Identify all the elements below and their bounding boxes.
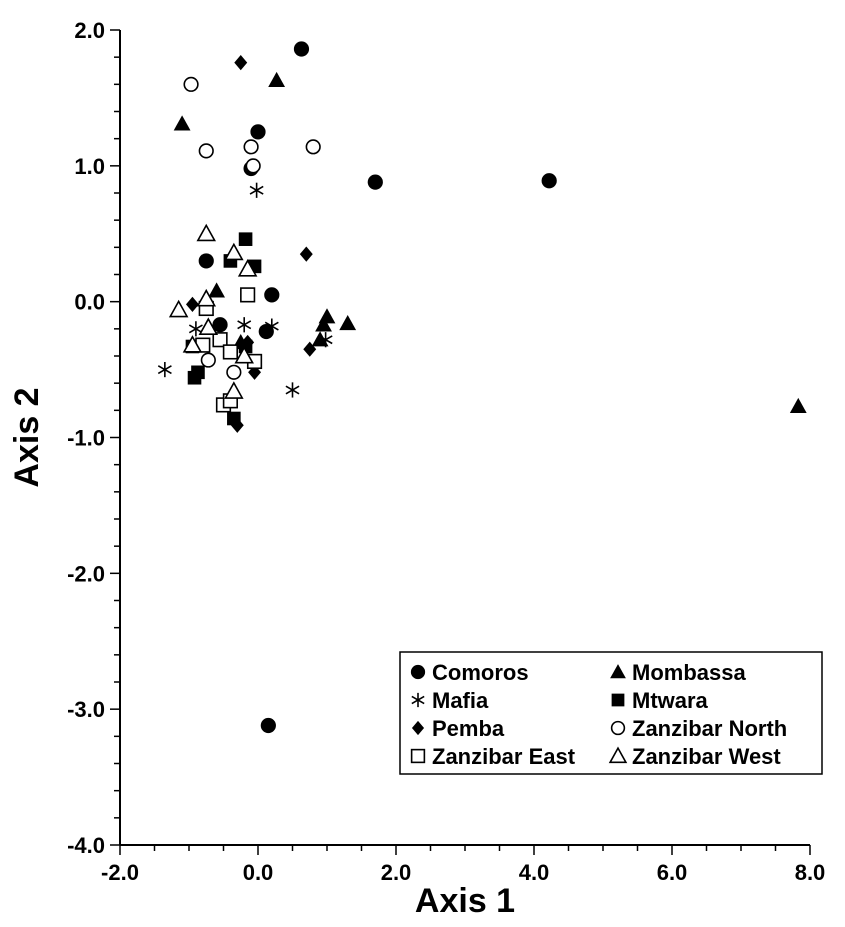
point-zanzibar-north (200, 352, 216, 368)
point-comoros (250, 124, 266, 140)
point-pemba (241, 334, 255, 351)
point-zanzibar-north (245, 158, 261, 174)
point-zanzibar-east (240, 287, 256, 303)
tick-labels: -2.0 0.0 2.0 4.0 6.0 8.0 -4.0 -3.0 -2.0 -1.0 0.0 1.… (67, 18, 825, 885)
x-tick-label: 2.0 (381, 860, 412, 885)
point-comoros (541, 173, 557, 189)
point-zanzibar-east (212, 332, 228, 348)
legend-marker-zanzibar-west (608, 746, 628, 764)
point-mombassa (789, 397, 807, 413)
point-comoros (260, 717, 276, 734)
legend-label-pemba: Pemba (432, 716, 505, 741)
x-tick-label: 4.0 (519, 860, 550, 885)
data-points (157, 41, 807, 734)
point-mafia (318, 332, 333, 348)
legend-label-mafia: Mafia (432, 688, 489, 713)
point-comoros (198, 253, 214, 269)
point-zanzibar-north (243, 139, 259, 155)
y-tick-label: -3.0 (67, 697, 105, 722)
point-comoros (367, 174, 383, 190)
legend-label-mtwara: Mtwara (632, 688, 709, 713)
point-pemba (230, 417, 244, 433)
point-mombassa (311, 331, 329, 347)
legend-label-mombassa: Mombassa (632, 660, 746, 685)
x-axis-title: Axis 1 (415, 882, 515, 920)
y-tick-label: -1.0 (67, 426, 105, 451)
y-tick-label: -2.0 (67, 561, 105, 586)
legend-marker-pemba (411, 720, 425, 736)
point-comoros (212, 317, 228, 333)
point-mafia (264, 318, 279, 334)
point-zanzibar-west (237, 259, 258, 277)
point-mafia (157, 361, 172, 378)
x-tick-label: -2.0 (101, 860, 139, 885)
ticks (110, 29, 811, 855)
point-zanzibar-west (224, 381, 244, 399)
point-zanzibar-west (234, 345, 254, 364)
point-zanzibar-west (224, 242, 244, 261)
point-mombassa (268, 71, 286, 87)
point-comoros (264, 287, 280, 303)
legend-marker-mombassa (610, 664, 626, 679)
y-tick-label: 0.0 (74, 290, 105, 315)
point-mafia (249, 182, 264, 198)
point-mombassa (315, 316, 332, 332)
legend-label-zanzibar-west: Zanzibar West (632, 744, 781, 769)
legend-marker-mtwara (611, 693, 625, 707)
point-pemba (299, 246, 313, 262)
point-zanzibar-north (305, 139, 321, 155)
point-zanzibar-west (198, 317, 219, 335)
legend: Comoros Mombassa Mafia Mtwara Pemba Zanzibar … (399, 651, 823, 775)
legend-box (399, 651, 823, 775)
y-tick-label: 2.0 (74, 18, 105, 43)
y-axis-title: Axis 2 (8, 387, 46, 487)
point-mtwara (238, 232, 253, 246)
x-tick-label: 8.0 (795, 860, 826, 885)
point-mombassa (173, 115, 191, 131)
legend-marker-zanzibar-north (610, 720, 626, 736)
point-mafia (285, 382, 300, 398)
point-comoros (293, 41, 310, 57)
point-mafia (188, 321, 203, 337)
legend-marker-mafia (411, 692, 425, 708)
point-pemba (234, 55, 248, 71)
point-mafia (237, 317, 252, 333)
point-mombassa (208, 282, 225, 298)
x-tick-label: 0.0 (243, 860, 274, 885)
y-tick-label: 1.0 (74, 154, 105, 179)
legend-label-zanzibar-north: Zanzibar North (632, 716, 787, 741)
point-mtwara (187, 370, 202, 385)
point-pemba (303, 341, 317, 357)
y-tick-label: -4.0 (67, 833, 105, 858)
point-zanzibar-north (198, 143, 214, 159)
point-pemba (185, 296, 199, 312)
point-zanzibar-west (182, 335, 203, 353)
legend-marker-zanzibar-east (410, 748, 426, 764)
point-zanzibar-north (226, 364, 242, 380)
legend-label-zanzibar-east: Zanzibar East (432, 744, 576, 769)
point-zanzibar-east (222, 344, 239, 360)
legend-marker-comoros (410, 664, 426, 680)
point-zanzibar-west (196, 288, 217, 307)
point-zanzibar-north (183, 76, 199, 92)
point-zanzibar-west (168, 299, 189, 318)
point-zanzibar-west (196, 223, 217, 242)
legend-label-comoros: Comoros (432, 660, 529, 685)
point-mombassa (339, 315, 357, 331)
x-tick-label: 6.0 (657, 860, 688, 885)
